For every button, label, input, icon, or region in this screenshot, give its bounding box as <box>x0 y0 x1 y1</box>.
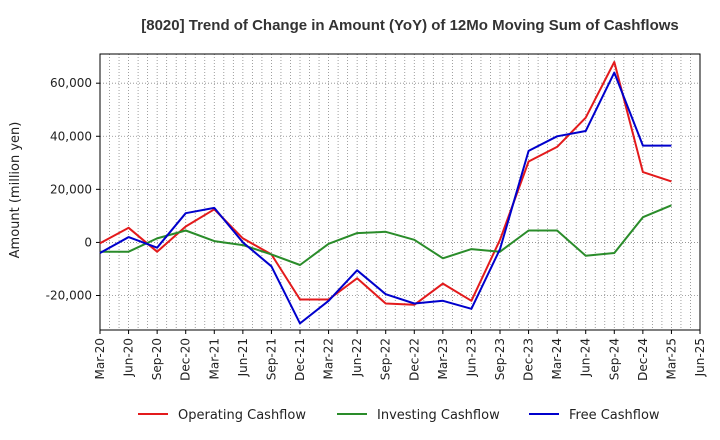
x-tick-label: Jun-20 <box>122 338 136 377</box>
y-tick-label: 20,000 <box>50 182 92 196</box>
legend-label: Operating Cashflow <box>178 408 306 423</box>
x-tick-label: Dec-22 <box>407 338 421 381</box>
x-tick-label: Sep-21 <box>264 338 278 380</box>
series-line-investing-cashflow <box>100 204 672 266</box>
y-tick-label: 0 <box>84 235 92 249</box>
x-tick-label: Sep-24 <box>607 338 621 380</box>
x-tick-label: Mar-21 <box>207 338 221 379</box>
x-tick-label: Jun-24 <box>579 338 593 377</box>
y-axis-label: Amount (million yen) <box>8 122 23 259</box>
x-tick-label: Dec-24 <box>636 338 650 381</box>
x-tick-label: Sep-20 <box>150 338 164 380</box>
legend-label: Free Cashflow <box>569 408 660 423</box>
x-tick-label: Mar-23 <box>436 338 450 379</box>
y-tick-label: 40,000 <box>50 129 92 143</box>
x-tick-label: Jun-23 <box>464 338 478 377</box>
x-tick-label: Sep-23 <box>493 338 507 380</box>
x-tick-label: Mar-25 <box>664 338 678 379</box>
plot-frame <box>99 53 701 331</box>
x-tick-label: Sep-22 <box>379 338 393 380</box>
legend-label: Investing Cashflow <box>377 408 500 423</box>
grid <box>99 54 700 330</box>
x-tick-label: Dec-21 <box>293 338 307 381</box>
x-tick-label: Jun-22 <box>350 338 364 377</box>
series-line-free-cashflow <box>99 71 672 325</box>
x-tick-label: Dec-20 <box>179 338 193 381</box>
y-tick-label: -20,000 <box>46 289 92 303</box>
series-line-operating-cashflow <box>99 61 672 306</box>
x-tick-label: Jun-25 <box>693 338 707 377</box>
x-tick-label: Mar-20 <box>93 338 107 379</box>
x-tick-label: Mar-22 <box>322 338 336 379</box>
legend: Operating Cashflow Investing Cashflow Free… <box>138 408 660 423</box>
plot-area: -20,000 0 20,000 40,000 60,000 Mar-20 Jun-20 Se… <box>46 53 707 381</box>
chart-title: [8020] Trend of Change in Amount (YoY) o… <box>141 17 679 34</box>
x-tick-label: Jun-21 <box>236 338 250 377</box>
y-tick-label: 60,000 <box>50 76 92 90</box>
x-tick-label: Dec-23 <box>522 338 536 381</box>
x-tick-label: Mar-24 <box>550 338 564 379</box>
